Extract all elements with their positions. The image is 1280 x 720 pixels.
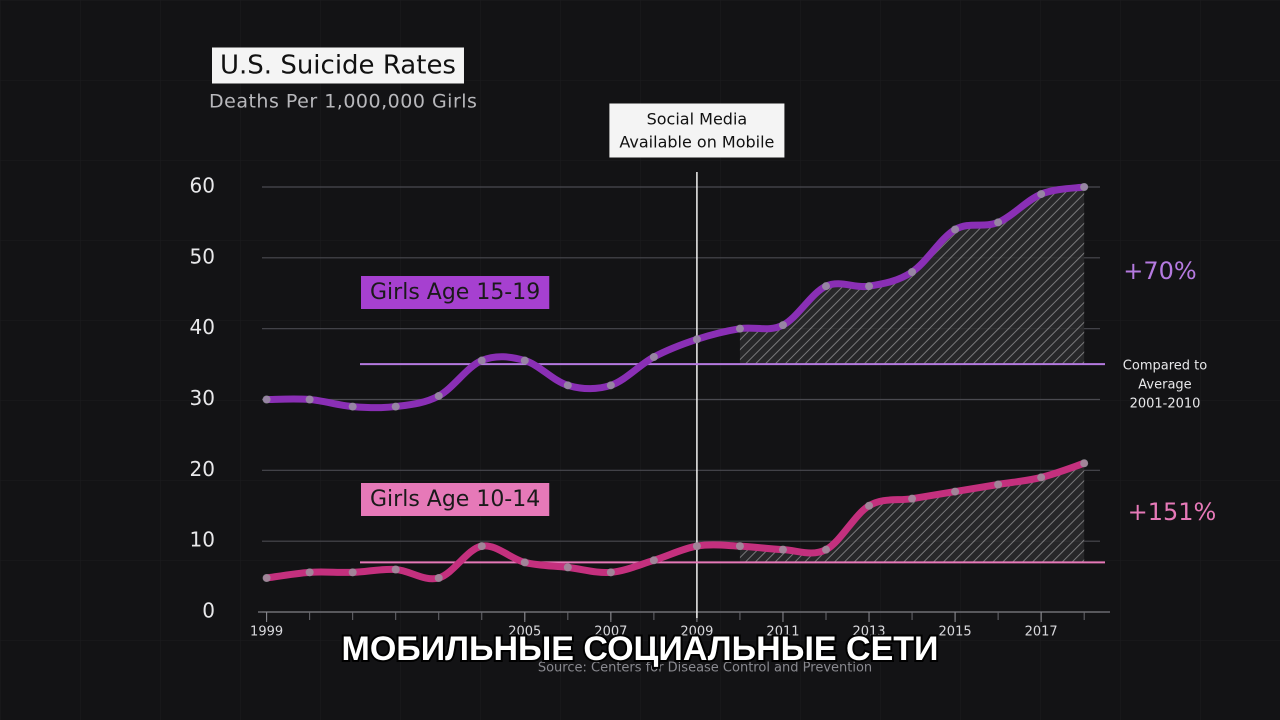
x-tick-label: 2009 (680, 625, 713, 640)
data-point (391, 402, 400, 411)
data-point (348, 568, 357, 577)
data-point (692, 542, 701, 551)
data-point (434, 391, 443, 400)
data-point (649, 556, 658, 565)
event-label: Social Media (647, 110, 748, 129)
data-point (1037, 190, 1046, 199)
y-tick-label: 30 (190, 386, 215, 410)
data-point (908, 268, 917, 276)
x-tick-label: 2007 (594, 625, 627, 640)
x-tick-label: 2017 (1025, 625, 1058, 640)
event-box (609, 103, 785, 158)
series-line (263, 459, 1088, 583)
data-point (520, 558, 529, 567)
chart-subtitle: Deaths Per 1,000,000 Girls (209, 91, 477, 113)
x-tick-label: 2013 (852, 625, 885, 640)
label-box (361, 483, 550, 516)
average-note: 2001-2010 (1130, 397, 1201, 412)
change-label: +151% (1128, 498, 1217, 526)
label-box (212, 47, 464, 84)
data-point (434, 574, 443, 582)
data-point (994, 480, 1003, 489)
chart-title: U.S. Suicide Rates (220, 51, 456, 81)
data-point (305, 568, 314, 577)
data-point (520, 356, 529, 365)
data-point (908, 494, 917, 503)
data-point (1080, 459, 1089, 468)
data-point (865, 501, 874, 510)
data-point (951, 225, 960, 234)
source: Source: Centers for Disease Control and … (538, 661, 872, 676)
x-tick-label: 1999 (250, 625, 283, 640)
data-point (1080, 183, 1089, 191)
data-point (951, 487, 960, 496)
data-point (735, 542, 744, 551)
data-point (606, 381, 615, 390)
data-point (994, 218, 1003, 227)
average-note: Average (1138, 378, 1191, 393)
change-label: +70% (1123, 257, 1196, 285)
data-point (262, 574, 271, 582)
data-point (563, 563, 572, 572)
y-tick-label: 10 (190, 528, 215, 552)
caption: МОБИЛЬНЫЕ СОЦИАЛЬНЫЕ СЕТИ (342, 630, 939, 668)
y-tick-label: 40 (190, 315, 215, 339)
data-point (778, 545, 787, 554)
data-point (305, 395, 314, 404)
data-point (606, 568, 615, 577)
y-tick-label: 50 (190, 244, 215, 268)
series-label: Girls Age 10-14 (370, 487, 540, 512)
data-point (477, 356, 486, 365)
data-point (348, 402, 357, 411)
y-tick-label: 20 (190, 457, 215, 481)
data-point (822, 545, 830, 554)
data-point (692, 335, 701, 344)
x-tick-label: 2015 (939, 625, 972, 640)
event-label: Available on Mobile (619, 133, 774, 152)
data-point (563, 381, 572, 390)
data-point (1037, 473, 1046, 482)
x-tick-label: 2005 (508, 625, 541, 640)
data-point (735, 324, 744, 333)
data-point (822, 282, 830, 291)
average-note: Compared to (1123, 359, 1207, 374)
data-point (262, 395, 271, 404)
y-tick-label: 0 (202, 599, 215, 623)
label-box (361, 276, 550, 309)
data-point (865, 282, 874, 291)
x-tick-label: 2011 (766, 625, 799, 640)
data-point (649, 353, 658, 361)
series-label: Girls Age 15-19 (370, 280, 540, 305)
data-point (778, 321, 787, 330)
y-tick-label: 60 (190, 174, 215, 198)
data-point (477, 542, 486, 551)
data-point (391, 565, 400, 574)
